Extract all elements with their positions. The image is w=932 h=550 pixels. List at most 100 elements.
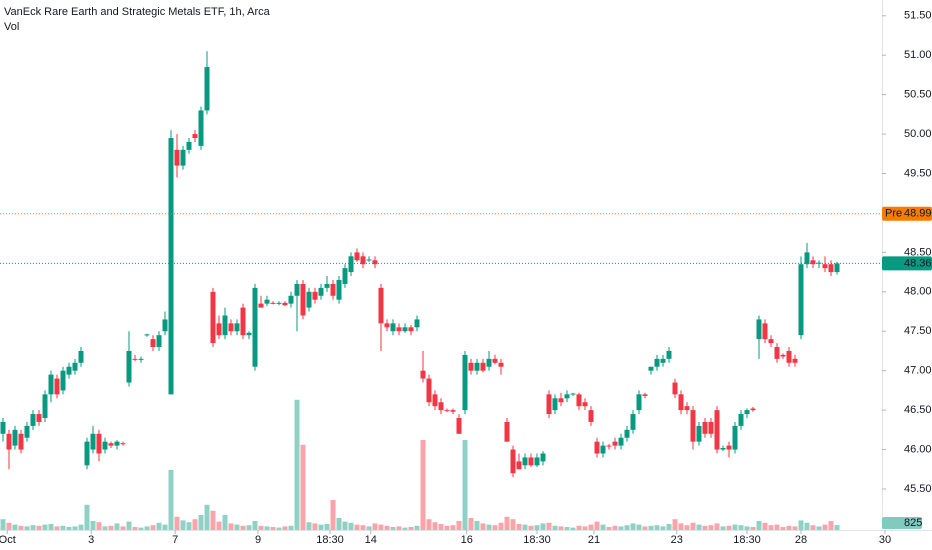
candle-body	[426, 378, 432, 403]
volume-bar	[516, 524, 522, 530]
volume-bar	[540, 523, 546, 530]
candle-body	[306, 291, 312, 308]
volume-bar	[810, 525, 816, 530]
volume-title: Vol	[4, 21, 19, 33]
volume-bar	[24, 526, 30, 530]
candle-body	[768, 339, 774, 344]
candle-body	[192, 134, 198, 139]
volume-bar	[552, 525, 558, 530]
candle-body	[792, 358, 798, 363]
volume-bar	[66, 527, 72, 530]
candle-body	[714, 410, 720, 450]
volume-bar	[708, 525, 714, 530]
volume-layer	[0, 399, 840, 530]
volume-bar	[576, 525, 582, 530]
volume-bar	[762, 522, 768, 530]
candle-body	[102, 441, 108, 450]
candle-body	[336, 279, 342, 300]
volume-bar	[138, 527, 144, 530]
pre-label: Pre	[885, 208, 902, 220]
volume-bar	[78, 524, 84, 530]
volume-bar	[354, 524, 360, 530]
candle-body	[372, 260, 378, 265]
volume-bar	[744, 526, 750, 530]
volume-bar	[648, 525, 654, 530]
candle-body	[360, 256, 366, 265]
candle-body	[84, 441, 90, 466]
volume-bar	[696, 524, 702, 530]
candle-body	[756, 319, 762, 340]
volume-bar	[570, 527, 576, 530]
chart-title: VanEck Rare Earth and Strategic Metals E…	[4, 6, 271, 18]
candle-body	[348, 256, 354, 273]
volume-bar	[618, 526, 624, 530]
volume-bar	[690, 522, 696, 530]
volume-bar	[474, 521, 480, 530]
x-tick-label: 18:30	[523, 534, 551, 546]
candle-body	[582, 402, 588, 407]
candle-body	[690, 410, 696, 442]
candle-body	[42, 394, 48, 419]
candle-body	[456, 418, 462, 434]
candle-body	[264, 299, 270, 304]
x-tick-label: 16	[461, 534, 473, 546]
volume-bar	[96, 522, 102, 530]
volume-bar	[390, 527, 396, 530]
candle-body	[138, 358, 144, 360]
volume-bar	[90, 521, 96, 530]
axes-layer: 45.5046.0046.5047.0047.5048.0048.5049.00…	[0, 10, 932, 546]
volume-bar	[84, 504, 90, 530]
candle-body	[258, 303, 264, 308]
candle-body	[468, 362, 474, 371]
candle-body	[240, 307, 246, 336]
volume-bar	[594, 521, 600, 530]
candle-body	[132, 358, 138, 360]
volume-bar	[510, 519, 516, 530]
candle-body	[492, 358, 498, 363]
volume-bar	[426, 519, 432, 530]
volume-bar	[318, 524, 324, 530]
candle-body	[288, 295, 294, 304]
candle-body	[54, 378, 60, 395]
candle-body	[432, 394, 438, 407]
volume-bar	[48, 524, 54, 530]
x-tick-label: 18:30	[733, 534, 761, 546]
candle-body	[534, 457, 540, 466]
y-tick-label: 48.50	[904, 246, 932, 258]
volume-bar	[258, 525, 264, 530]
volume-bar	[462, 440, 468, 530]
volume-bar	[36, 525, 42, 530]
volume-bar	[120, 526, 126, 530]
x-tick-label: 21	[588, 534, 600, 546]
candle-body	[648, 366, 654, 371]
candle-body	[786, 350, 792, 363]
volume-bar	[498, 522, 504, 530]
y-tick-label: 51.50	[904, 10, 932, 22]
volume-bar	[114, 523, 120, 530]
candle-body	[198, 110, 204, 146]
volume-bar	[822, 524, 828, 530]
volume-bar	[294, 399, 300, 530]
volume-bar	[312, 523, 318, 530]
volume-bar	[408, 527, 414, 530]
volume-bar	[60, 525, 66, 530]
volume-bar	[366, 526, 372, 530]
candle-body	[780, 354, 786, 357]
volume-bar	[228, 523, 234, 530]
volume-bar	[438, 524, 444, 530]
candle-body	[558, 398, 564, 403]
volume-bar	[6, 522, 12, 530]
candle-body	[204, 67, 210, 111]
x-tick-label: Oct	[0, 534, 16, 546]
volume-bar	[600, 524, 606, 530]
candle-body	[678, 394, 684, 411]
candle-body	[408, 327, 414, 332]
candle-body	[642, 394, 648, 396]
volume-bar	[156, 522, 162, 530]
candle-body	[378, 287, 384, 324]
volume-bar	[54, 526, 60, 530]
candle-body	[174, 149, 180, 166]
y-tick-label: 48.00	[904, 286, 932, 298]
y-tick-label: 50.00	[904, 128, 932, 140]
